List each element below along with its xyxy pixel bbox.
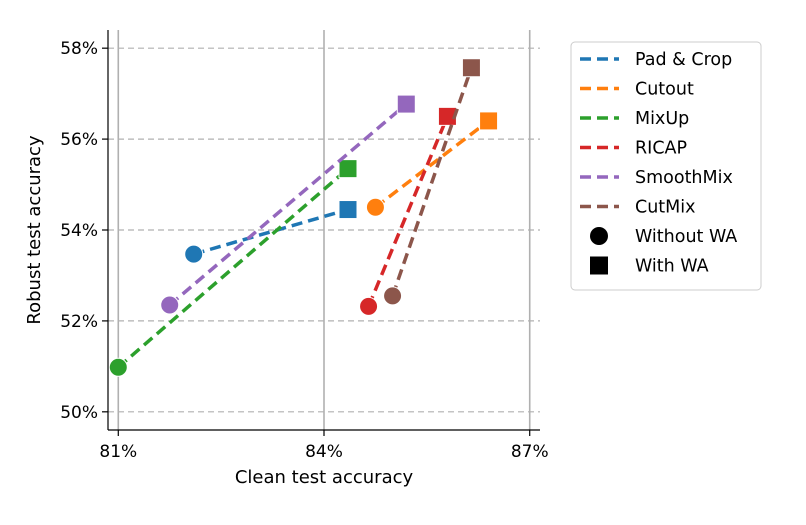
y-axis-label: Robust test accuracy — [24, 135, 45, 325]
point-with-wa — [461, 58, 481, 78]
grid-lines — [108, 30, 540, 430]
x-tick-label: 87% — [511, 442, 549, 462]
legend-label: With WA — [635, 257, 709, 277]
legend-label: MixUp — [635, 109, 689, 129]
series-line — [366, 115, 450, 308]
legend: Pad & Crop Cutout MixUp RICAP SmoothMix CutMi… — [570, 41, 762, 291]
legend-frame — [570, 41, 762, 291]
legend-square-marker — [590, 256, 608, 275]
series-mixup — [108, 159, 358, 377]
x-tick-label: 81% — [99, 442, 137, 462]
point-without-wa — [383, 286, 403, 306]
point-with-wa — [479, 111, 499, 131]
axes — [102, 30, 540, 436]
series-cutmix — [383, 58, 481, 306]
x-axis-label: Clean test accuracy — [235, 467, 414, 488]
legend-label: Pad & Crop — [635, 50, 732, 70]
series-line — [168, 102, 408, 307]
series-pad-crop — [184, 200, 358, 264]
point-with-wa — [338, 159, 358, 179]
x-tick-label: 84% — [305, 442, 343, 462]
legend-circle-marker — [590, 227, 608, 245]
y-tick-label: 54% — [60, 221, 98, 241]
legend-label: SmoothMix — [635, 168, 733, 188]
y-tick-label: 58% — [60, 39, 98, 59]
series-ricap — [359, 106, 457, 316]
point-with-wa — [338, 200, 358, 220]
legend-label: CutMix — [635, 198, 696, 218]
series-line — [117, 167, 350, 369]
point-without-wa — [184, 244, 204, 264]
series-line — [390, 67, 474, 297]
series-cutout — [365, 111, 499, 217]
point-with-wa — [396, 94, 416, 114]
point-without-wa — [365, 197, 385, 217]
legend-label: Cutout — [635, 80, 694, 100]
series-line — [193, 207, 349, 256]
legend-label: RICAP — [635, 139, 687, 159]
point-without-wa — [108, 357, 128, 377]
legend-label: Without WA — [635, 227, 737, 247]
y-tick-label: 50% — [60, 403, 98, 423]
y-tick-label: 52% — [60, 312, 98, 332]
series-line — [374, 119, 490, 209]
y-tick-label: 56% — [60, 130, 98, 150]
series-smoothmix — [160, 94, 416, 315]
tick-labels: 50% 52% 54% 56% 58% 81% 84% 87% — [60, 39, 548, 462]
series-layer — [108, 58, 499, 377]
point-without-wa — [160, 295, 180, 315]
point-without-wa — [359, 296, 379, 316]
